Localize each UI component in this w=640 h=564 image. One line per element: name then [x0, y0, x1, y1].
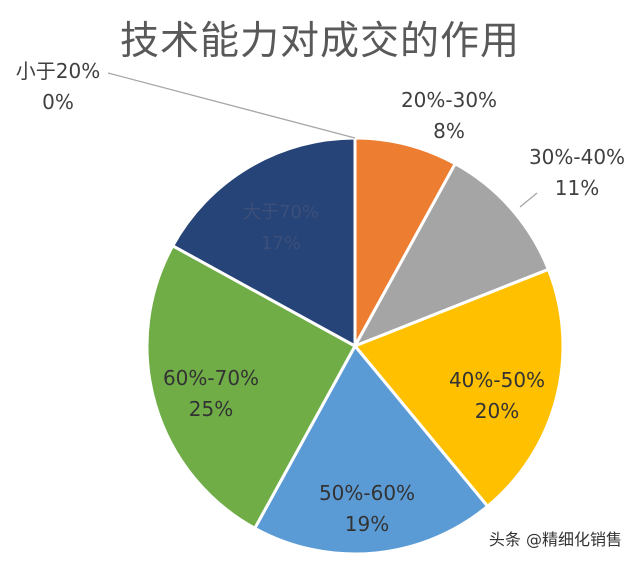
slice-category-label-4: 40%-50% [449, 368, 545, 392]
slice-percent-label-3: 11% [555, 176, 599, 200]
slice-category-label-2: 20%-30% [401, 88, 497, 112]
slice-category-label-3: 30%-40% [529, 145, 625, 169]
slice-percent-label-4: 20% [475, 399, 519, 423]
chart-title: 技术能力对成交的作用 [119, 19, 520, 64]
slice-percent-label-7: 17% [261, 233, 301, 254]
pie-slice-3 [351, 161, 551, 349]
pie-slice-7 [170, 136, 357, 349]
pie-slice-5 [252, 343, 490, 556]
slice-category-label-7: 大于70% [243, 202, 319, 223]
leader-line-1 [107, 72, 356, 139]
leader-line-3 [519, 192, 538, 208]
pie-slices [145, 136, 565, 556]
pie-slice-6 [145, 243, 358, 531]
slice-percent-label-5: 19% [345, 512, 389, 536]
slice-percent-label-1: 0% [42, 90, 74, 114]
slice-percent-label-6: 25% [189, 397, 233, 421]
slice-category-label-6: 60%-70% [163, 366, 259, 390]
pie-slice-2 [353, 136, 458, 347]
pie-labels: 小于20% 0% 20%-30% 8% 30%-40% 11% 40%-50% 20% 50%-… [16, 59, 625, 536]
slice-percent-label-2: 8% [433, 119, 465, 143]
pie-slice-4 [352, 267, 565, 509]
watermark: 头条 @精细化销售 [488, 530, 622, 549]
slice-category-label-5: 50%-60% [319, 481, 415, 505]
slice-category-label-1: 小于20% [16, 59, 100, 83]
